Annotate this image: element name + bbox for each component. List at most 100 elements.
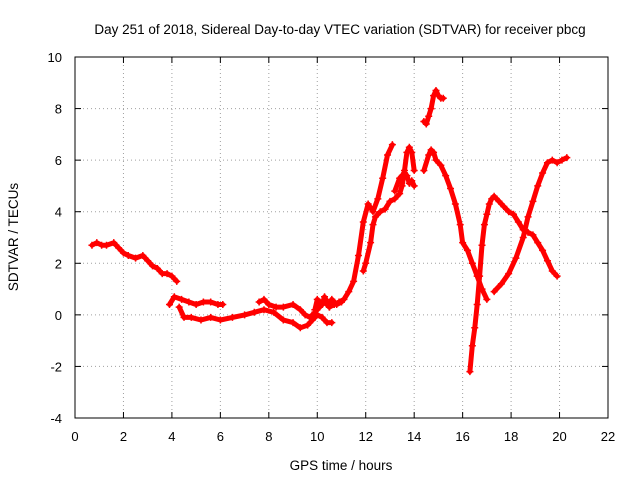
- data-point: [529, 231, 537, 239]
- data-point: [437, 161, 445, 169]
- data-point: [250, 308, 258, 316]
- data-point: [512, 254, 520, 262]
- data-point: [391, 187, 399, 195]
- x-tick-label: 22: [601, 429, 615, 444]
- x-tick-label: 8: [265, 429, 272, 444]
- data-point: [289, 319, 297, 327]
- data-point: [563, 154, 571, 162]
- data-point: [318, 313, 326, 321]
- series-trace: [421, 147, 490, 302]
- data-point: [362, 259, 370, 267]
- data-point: [369, 208, 377, 216]
- data-point: [338, 298, 345, 306]
- data-point: [558, 156, 566, 164]
- data-point: [405, 143, 413, 151]
- data-point: [432, 156, 440, 164]
- data-point: [403, 172, 411, 180]
- data-point: [149, 262, 157, 270]
- data-point: [468, 259, 476, 267]
- data-point: [185, 298, 193, 306]
- series-segment-4: [255, 141, 396, 321]
- data-point: [534, 182, 542, 190]
- data-point: [459, 239, 467, 247]
- data-point: [388, 141, 396, 149]
- data-point: [384, 151, 392, 159]
- data-point: [447, 185, 455, 193]
- data-point: [165, 301, 173, 309]
- data-point: [304, 321, 312, 329]
- x-tick-label: 14: [407, 429, 421, 444]
- data-point: [170, 293, 178, 301]
- data-point: [265, 301, 273, 309]
- data-point: [505, 208, 513, 216]
- data-point: [396, 190, 404, 198]
- data-point: [279, 303, 287, 311]
- data-point: [466, 368, 474, 376]
- data-point: [88, 241, 96, 249]
- data-point: [371, 213, 379, 221]
- data-point: [410, 182, 418, 190]
- series-segment-3: [175, 303, 336, 332]
- data-point: [396, 174, 404, 182]
- data-point: [228, 313, 236, 321]
- data-point: [430, 148, 438, 156]
- data-point: [519, 234, 527, 241]
- data-point: [539, 246, 547, 254]
- data-point: [178, 295, 186, 303]
- data-point: [219, 301, 227, 309]
- data-point: [456, 221, 464, 229]
- data-point: [93, 239, 101, 247]
- data-point: [548, 156, 556, 164]
- data-point: [187, 313, 195, 321]
- tick-layer: 0 2 4 6 8 10 12 14 16 18 20 22 -4 -2 0 2 4 6 8 10: [48, 50, 616, 444]
- data-point: [425, 112, 433, 120]
- data-point: [442, 172, 450, 180]
- data-point: [345, 288, 353, 296]
- data-point: [483, 295, 491, 303]
- y-tick-label: 8: [55, 102, 62, 117]
- data-point: [102, 241, 110, 249]
- data-point: [350, 277, 358, 285]
- data-point: [490, 288, 498, 296]
- data-point: [260, 306, 268, 314]
- series-trace: [312, 294, 344, 313]
- y-tick-label: 2: [55, 256, 62, 271]
- series-segment-6: [359, 143, 418, 275]
- y-tick-label: -4: [50, 411, 62, 426]
- data-point: [439, 94, 447, 102]
- data-point: [543, 159, 551, 167]
- series-segment-1: [88, 239, 181, 285]
- data-point: [175, 303, 183, 311]
- data-point: [463, 246, 471, 254]
- data-point: [144, 257, 152, 265]
- data-point: [197, 316, 205, 324]
- data-point: [553, 159, 561, 167]
- data-point: [199, 298, 207, 306]
- data-point: [379, 174, 387, 182]
- series-segment-2: [165, 293, 227, 309]
- y-tick-label: 10: [48, 50, 62, 65]
- data-point: [207, 298, 215, 306]
- series-segment-7: [391, 169, 418, 195]
- y-tick-label: -2: [50, 359, 62, 374]
- data-point: [354, 252, 362, 260]
- data-point: [153, 264, 161, 272]
- data-point: [180, 313, 188, 321]
- data-point: [301, 311, 309, 319]
- data-point: [110, 239, 118, 247]
- data-point: [328, 295, 336, 303]
- data-point: [480, 221, 488, 229]
- data-point: [325, 303, 333, 311]
- data-point: [381, 205, 389, 213]
- data-point: [296, 306, 304, 314]
- data-point: [369, 221, 377, 229]
- series-trace: [467, 193, 560, 375]
- data-point: [207, 313, 215, 321]
- data-point: [311, 306, 319, 314]
- data-point: [490, 192, 498, 200]
- data-point: [468, 342, 476, 350]
- data-point: [272, 303, 280, 311]
- data-point: [270, 308, 278, 316]
- data-point: [376, 208, 384, 216]
